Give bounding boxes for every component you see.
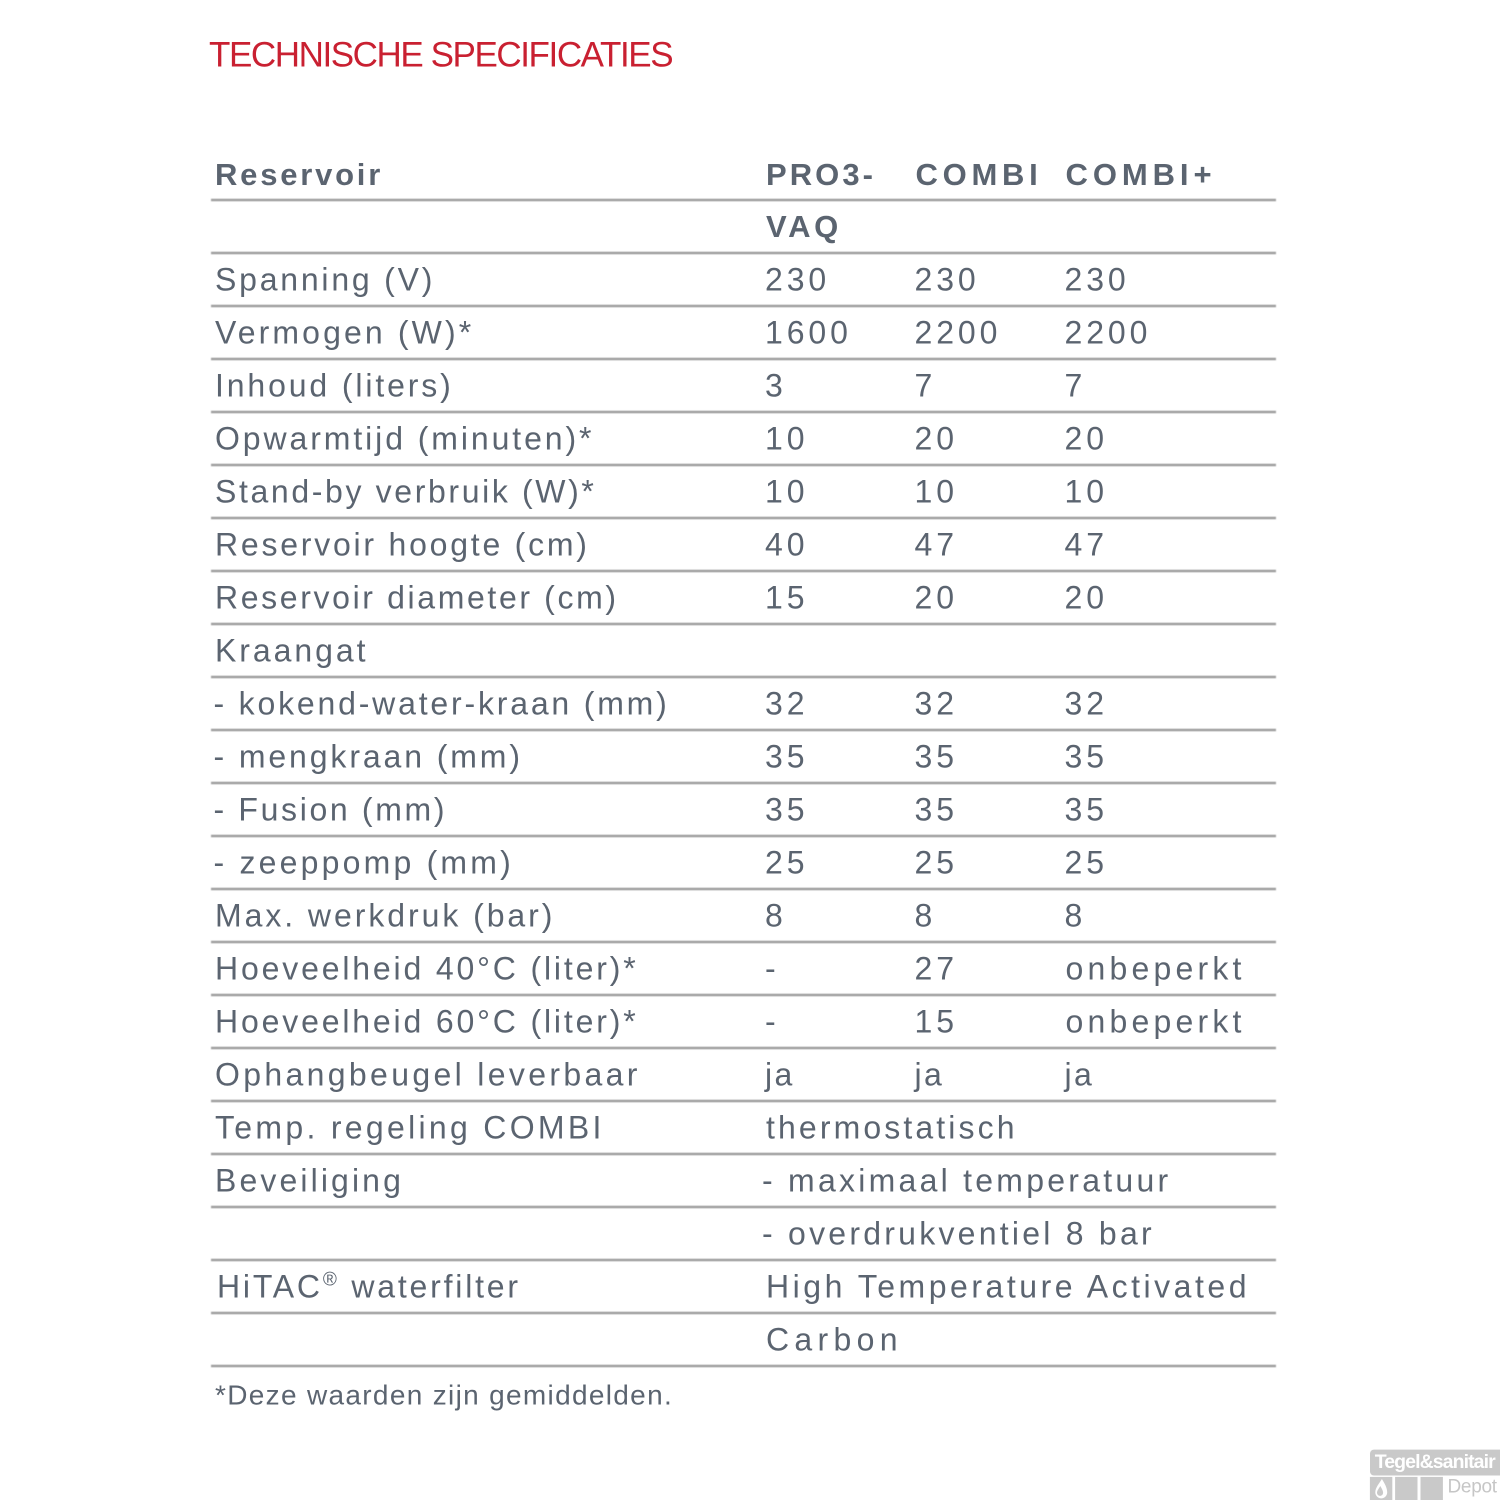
svg-text:ja: ja — [914, 1057, 945, 1093]
svg-text:Hoeveelheid 40°C (liter)*: Hoeveelheid 40°C (liter)* — [215, 951, 639, 987]
svg-text:Max. werkdruk (bar): Max. werkdruk (bar) — [215, 898, 555, 934]
svg-text:Stand-by verbruik (W)*: Stand-by verbruik (W)* — [215, 474, 597, 510]
svg-text:Vermogen (W)*: Vermogen (W)* — [215, 315, 474, 351]
svg-text:- maximaal temperatuur: - maximaal temperatuur — [762, 1163, 1171, 1199]
svg-text:Kraangat: Kraangat — [215, 633, 368, 669]
svg-text:25: 25 — [1065, 845, 1108, 881]
svg-text:Spanning (V): Spanning (V) — [215, 262, 435, 298]
svg-text:2200: 2200 — [1065, 315, 1152, 351]
svg-text:8: 8 — [915, 898, 937, 934]
svg-text:27: 27 — [915, 951, 958, 987]
svg-text:32: 32 — [915, 686, 958, 722]
svg-text:10: 10 — [1065, 474, 1108, 510]
svg-text:COMBI+: COMBI+ — [1066, 157, 1217, 192]
svg-text:HiTAC® waterfilter: HiTAC® waterfilter — [217, 1269, 521, 1305]
svg-text:35: 35 — [765, 739, 808, 775]
svg-text:10: 10 — [915, 474, 958, 510]
svg-text:10: 10 — [765, 421, 808, 457]
svg-text:25: 25 — [765, 845, 808, 881]
svg-text:- kokend-water-kraan (mm): - kokend-water-kraan (mm) — [214, 686, 670, 722]
svg-text:35: 35 — [765, 792, 808, 828]
svg-text:ja: ja — [1064, 1057, 1095, 1093]
svg-text:Carbon: Carbon — [766, 1322, 903, 1358]
svg-text:3: 3 — [765, 368, 787, 404]
svg-text:- overdrukventiel 8 bar: - overdrukventiel 8 bar — [762, 1216, 1155, 1252]
svg-text:Hoeveelheid 60°C (liter)*: Hoeveelheid 60°C (liter)* — [215, 1004, 639, 1040]
svg-text:PRO3-: PRO3- — [766, 157, 876, 192]
svg-text:35: 35 — [1065, 792, 1108, 828]
svg-text:230: 230 — [915, 262, 980, 298]
svg-text:40: 40 — [765, 527, 808, 563]
svg-text:Reservoir: Reservoir — [215, 157, 383, 192]
svg-text:20: 20 — [915, 421, 958, 457]
svg-text:Reservoir hoogte (cm): Reservoir hoogte (cm) — [215, 527, 590, 563]
svg-text:COMBI: COMBI — [916, 157, 1043, 192]
svg-text:- Fusion (mm): - Fusion (mm) — [214, 792, 448, 828]
svg-text:TECHNISCHE SPECIFICATIES: TECHNISCHE SPECIFICATIES — [209, 36, 672, 75]
svg-text:ja: ja — [764, 1057, 795, 1093]
svg-text:*Deze waarden zijn gemiddelden: *Deze waarden zijn gemiddelden. — [215, 1379, 673, 1410]
svg-text:Temp. regeling COMBI: Temp. regeling COMBI — [215, 1110, 605, 1146]
svg-text:25: 25 — [915, 845, 958, 881]
svg-text:VAQ: VAQ — [766, 209, 842, 244]
svg-text:20: 20 — [915, 580, 958, 616]
svg-text:7: 7 — [915, 368, 937, 404]
svg-text:35: 35 — [915, 792, 958, 828]
svg-text:15: 15 — [915, 1004, 958, 1040]
svg-text:- zeeppomp (mm): - zeeppomp (mm) — [214, 845, 515, 881]
svg-text:7: 7 — [1065, 368, 1087, 404]
svg-text:35: 35 — [1065, 739, 1108, 775]
svg-text:Reservoir diameter (cm): Reservoir diameter (cm) — [215, 580, 619, 616]
svg-text:10: 10 — [765, 474, 808, 510]
svg-text:Tegel&sanitair: Tegel&sanitair — [1375, 1451, 1496, 1473]
svg-text:Beveiliging: Beveiliging — [215, 1163, 404, 1199]
svg-text:onbeperkt: onbeperkt — [1066, 1004, 1246, 1040]
svg-text:8: 8 — [1065, 898, 1087, 934]
svg-text:20: 20 — [1065, 580, 1108, 616]
svg-text:Inhoud (liters): Inhoud (liters) — [215, 368, 454, 404]
svg-text:Opwarmtijd (minuten)*: Opwarmtijd (minuten)* — [215, 421, 594, 457]
svg-text:Depot: Depot — [1448, 1477, 1498, 1498]
svg-text:32: 32 — [1065, 686, 1108, 722]
svg-text:47: 47 — [915, 527, 958, 563]
svg-text:-: - — [765, 951, 778, 987]
svg-text:230: 230 — [765, 262, 830, 298]
svg-text:32: 32 — [765, 686, 808, 722]
svg-text:High Temperature Activated: High Temperature Activated — [766, 1269, 1250, 1305]
svg-text:onbeperkt: onbeperkt — [1066, 951, 1246, 987]
svg-text:-: - — [765, 1004, 778, 1040]
svg-text:20: 20 — [1065, 421, 1108, 457]
svg-text:15: 15 — [765, 580, 808, 616]
svg-text:35: 35 — [915, 739, 958, 775]
svg-text:- mengkraan (mm): - mengkraan (mm) — [214, 739, 523, 775]
svg-text:230: 230 — [1065, 262, 1130, 298]
svg-text:1600: 1600 — [765, 315, 852, 351]
svg-text:Ophangbeugel leverbaar: Ophangbeugel leverbaar — [215, 1057, 641, 1093]
svg-text:thermostatisch: thermostatisch — [766, 1110, 1018, 1146]
svg-text:8: 8 — [765, 898, 787, 934]
svg-text:47: 47 — [1065, 527, 1108, 563]
svg-text:2200: 2200 — [915, 315, 1002, 351]
